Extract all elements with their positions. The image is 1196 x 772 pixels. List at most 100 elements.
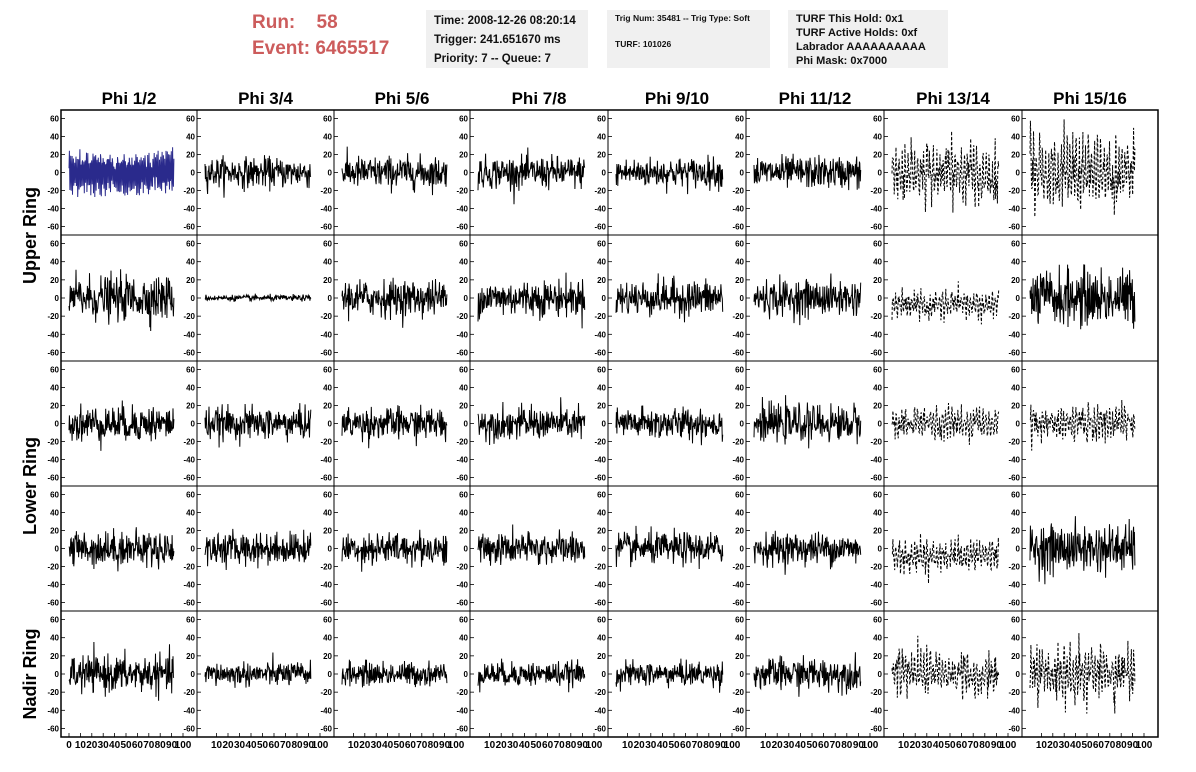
ytick-label-r1-c6-6: 60 — [873, 240, 882, 249]
ytick-label-r4-c6-0: -60 — [870, 724, 882, 733]
ytick-label-r0-c2-1: -40 — [320, 205, 332, 214]
ytick-label-r4-c3-2: -20 — [456, 688, 468, 697]
ytick-label-r4-c0-6: 60 — [50, 616, 59, 625]
ytick-label-r2-c1-2: -20 — [183, 438, 195, 447]
ytick-label-r4-c3-0: -60 — [456, 724, 468, 733]
ytick-label-r4-c3-5: 40 — [459, 634, 468, 643]
xtick-label-c0-4: 40 — [109, 740, 121, 751]
ytick-label-r4-c0-0: -60 — [47, 724, 59, 733]
ytick-label-r1-c4-2: -20 — [594, 312, 606, 321]
xtick-label-c3-3: 30 — [507, 740, 519, 751]
xtick-label-c3-10: 100 — [586, 740, 603, 751]
ytick-label-r2-c0-0: -60 — [47, 474, 59, 483]
ytick-label-r3-c4-2: -20 — [594, 563, 606, 572]
xtick-label-c1-6: 60 — [268, 740, 280, 751]
ytick-label-r2-c3-0: -60 — [456, 474, 468, 483]
waveform-r0-c0 — [68, 147, 175, 198]
waveform-r3-c3 — [477, 524, 586, 566]
xtick-label-c4-4: 40 — [657, 740, 669, 751]
xtick-label-c4-6: 60 — [680, 740, 692, 751]
ytick-label-r0-c3-0: -60 — [456, 223, 468, 232]
ytick-label-r2-c1-0: -60 — [183, 474, 195, 483]
ytick-label-r4-c5-4: 20 — [735, 652, 744, 661]
ytick-label-r3-c5-2: -20 — [732, 563, 744, 572]
ytick-label-r3-c7-5: 40 — [1011, 509, 1020, 518]
xtick-label-c5-10: 100 — [862, 740, 879, 751]
ytick-label-r1-c6-1: -40 — [870, 330, 882, 339]
xtick-label-c0-5: 50 — [120, 740, 132, 751]
xtick-label-c6-8: 80 — [979, 740, 991, 751]
ytick-label-r1-c2-1: -40 — [320, 330, 332, 339]
ytick-label-r4-c7-3: 0 — [1016, 670, 1021, 679]
ytick-label-r0-c0-4: 20 — [50, 151, 59, 160]
ytick-label-r0-c6-2: -20 — [870, 187, 882, 196]
ytick-label-r4-c6-5: 40 — [873, 634, 882, 643]
ytick-label-r1-c3-0: -60 — [456, 348, 468, 357]
column-title-3: Phi 5/6 — [375, 89, 430, 108]
ytick-label-r2-c5-4: 20 — [735, 402, 744, 411]
ytick-label-r4-c0-2: -20 — [47, 688, 59, 697]
ytick-label-r2-c4-0: -60 — [594, 474, 606, 483]
ytick-label-r4-c0-3: 0 — [55, 670, 60, 679]
ytick-label-r3-c2-5: 40 — [323, 509, 332, 518]
ytick-label-r4-c2-5: 40 — [323, 634, 332, 643]
ytick-label-r3-c1-0: -60 — [183, 599, 195, 608]
ytick-label-r2-c2-6: 60 — [323, 366, 332, 375]
ytick-label-r0-c5-2: -20 — [732, 187, 744, 196]
ytick-label-r3-c4-4: 20 — [597, 527, 606, 536]
xtick-label-c7-1: 10 — [1036, 740, 1048, 751]
ytick-label-r4-c2-4: 20 — [323, 652, 332, 661]
xtick-label-c3-2: 20 — [496, 740, 508, 751]
xtick-label-c4-3: 30 — [645, 740, 657, 751]
xtick-label-c4-1: 10 — [622, 740, 634, 751]
ytick-label-r1-c0-6: 60 — [50, 240, 59, 249]
waveform-r2-c5 — [753, 395, 862, 449]
ytick-label-r2-c3-1: -40 — [456, 456, 468, 465]
xtick-label-c0-7: 70 — [143, 740, 155, 751]
ytick-label-r4-c6-4: 20 — [873, 652, 882, 661]
ytick-label-r2-c6-4: 20 — [873, 402, 882, 411]
ytick-label-r0-c1-3: 0 — [191, 169, 196, 178]
ytick-label-r1-c3-3: 0 — [464, 294, 469, 303]
ytick-label-r1-c2-5: 40 — [323, 258, 332, 267]
turf-hold-info: TURF This Hold: 0x1 TURF Active Holds: 0… — [788, 10, 948, 68]
ytick-label-r2-c2-1: -40 — [320, 456, 332, 465]
ytick-label-r0-c0-6: 60 — [50, 115, 59, 124]
ytick-label-r0-c7-3: 0 — [1016, 169, 1021, 178]
ytick-label-r2-c5-2: -20 — [732, 438, 744, 447]
ytick-label-r2-c7-3: 0 — [1016, 420, 1021, 429]
ytick-label-r4-c7-2: -20 — [1008, 688, 1020, 697]
xtick-label-c0-0: 0 — [66, 740, 72, 751]
ytick-label-r0-c2-0: -60 — [320, 223, 332, 232]
ytick-label-r1-c7-6: 60 — [1011, 240, 1020, 249]
ytick-label-r0-c1-2: -20 — [183, 187, 195, 196]
ytick-label-r1-c7-0: -60 — [1008, 348, 1020, 357]
ytick-label-r0-c3-4: 20 — [459, 151, 468, 160]
ytick-label-r4-c4-3: 0 — [602, 670, 607, 679]
ytick-label-r1-c1-0: -60 — [183, 348, 195, 357]
ytick-label-r1-c7-2: -20 — [1008, 312, 1020, 321]
ytick-label-r3-c7-6: 60 — [1011, 491, 1020, 500]
ytick-label-r3-c2-3: 0 — [328, 545, 333, 554]
ytick-label-r1-c4-3: 0 — [602, 294, 607, 303]
column-title-7: Phi 13/14 — [916, 89, 990, 108]
ytick-label-r1-c5-1: -40 — [732, 330, 744, 339]
ytick-label-r0-c4-0: -60 — [594, 223, 606, 232]
waveform-r3-c7 — [1029, 516, 1136, 585]
ytick-label-r3-c6-0: -60 — [870, 599, 882, 608]
xtick-label-c0-10: 100 — [175, 740, 192, 751]
ytick-label-r1-c3-5: 40 — [459, 258, 468, 267]
ytick-label-r2-c5-3: 0 — [740, 420, 745, 429]
ytick-label-r0-c1-0: -60 — [183, 223, 195, 232]
ytick-label-r0-c2-4: 20 — [323, 151, 332, 160]
ytick-label-r2-c7-5: 40 — [1011, 384, 1020, 393]
xtick-label-c7-10: 100 — [1136, 740, 1153, 751]
waveform-r1-c5 — [753, 273, 862, 326]
xtick-label-c5-3: 30 — [783, 740, 795, 751]
ytick-label-r4-c3-6: 60 — [459, 616, 468, 625]
xtick-label-c5-6: 60 — [818, 740, 830, 751]
ytick-label-r0-c3-3: 0 — [464, 169, 469, 178]
ytick-label-r1-c0-2: -20 — [47, 312, 59, 321]
ytick-label-r0-c2-2: -20 — [320, 187, 332, 196]
xtick-label-c5-7: 70 — [830, 740, 842, 751]
